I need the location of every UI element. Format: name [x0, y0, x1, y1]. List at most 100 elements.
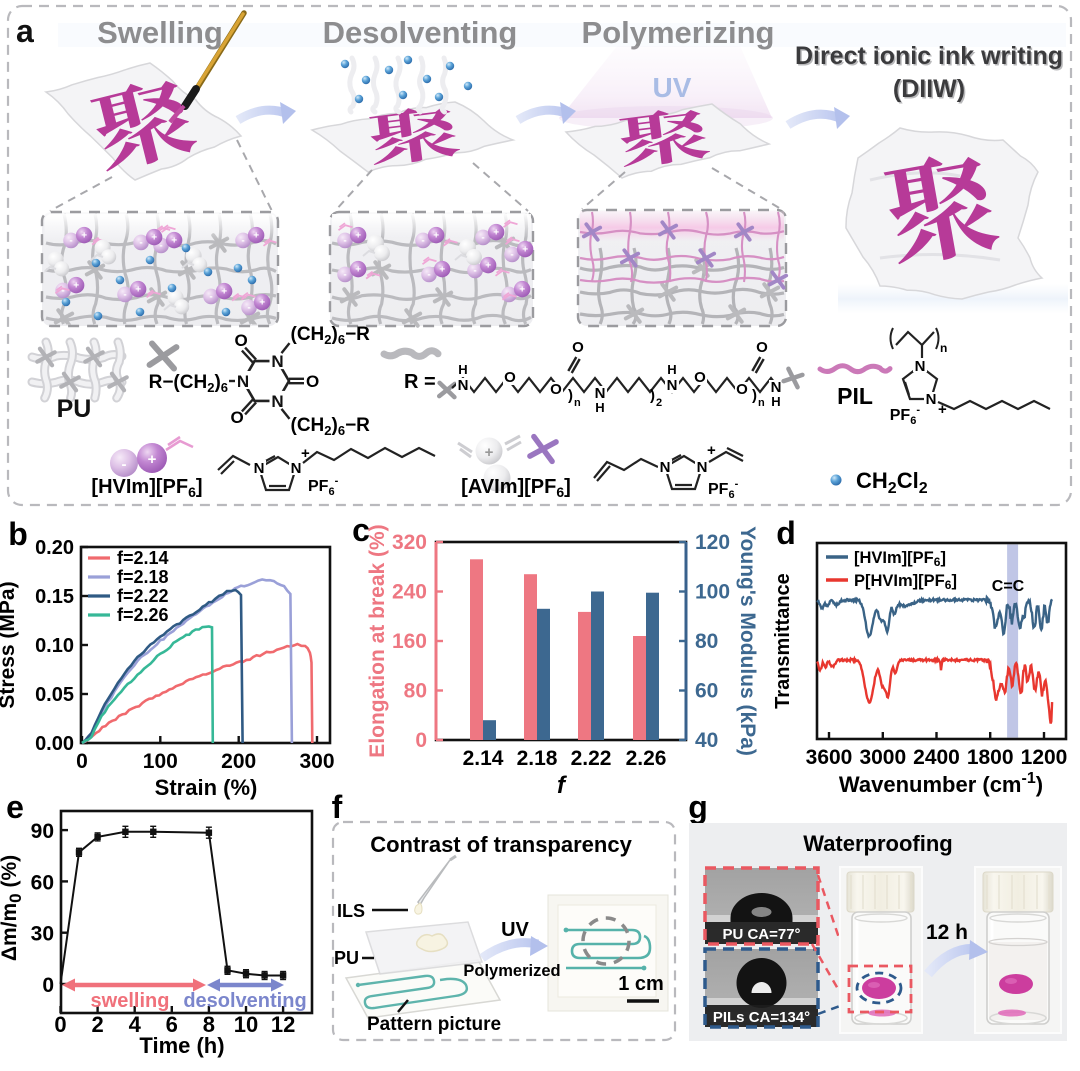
svg-text:PF6-: PF6-	[890, 404, 921, 427]
svg-text:H: H	[771, 394, 780, 409]
svg-text:c: c	[352, 512, 370, 548]
svg-text:H: H	[595, 400, 604, 415]
svg-text:+: +	[171, 236, 177, 247]
svg-text:-: -	[241, 235, 244, 246]
svg-text:PIL: PIL	[837, 383, 873, 409]
svg-text:N: N	[771, 379, 782, 396]
svg-text:300: 300	[299, 750, 334, 773]
svg-text:2400: 2400	[913, 746, 960, 769]
svg-text:Time (h): Time (h)	[139, 1033, 224, 1058]
svg-text:+: +	[151, 233, 157, 244]
svg-text:0.20: 0.20	[35, 537, 74, 559]
svg-text:-: -	[421, 235, 424, 246]
svg-text:PF6-: PF6-	[308, 475, 339, 498]
svg-text:ILS: ILS	[337, 901, 365, 921]
svg-text:O: O	[306, 372, 319, 391]
svg-text:+: +	[355, 265, 361, 276]
svg-text:0.05: 0.05	[35, 684, 74, 706]
svg-text:8: 8	[203, 1012, 215, 1037]
svg-text:O: O	[504, 369, 516, 386]
svg-text:2.14: 2.14	[463, 747, 504, 770]
svg-text:-: -	[209, 291, 212, 302]
svg-text:0.00: 0.00	[35, 733, 74, 755]
svg-text:+: +	[707, 442, 716, 459]
svg-text:[AVIm][PF6]: [AVIm][PF6]	[461, 476, 571, 500]
svg-text:O: O	[231, 408, 244, 427]
svg-text:240: 240	[392, 581, 427, 604]
svg-text:-: -	[427, 269, 430, 280]
svg-text:N: N	[667, 377, 678, 394]
svg-text:2.26: 2.26	[626, 747, 667, 770]
svg-text:-: -	[343, 235, 346, 246]
svg-text:-: -	[61, 285, 64, 296]
svg-text:R−(CH2)6: R−(CH2)6	[149, 372, 228, 395]
svg-text:Swelling: Swelling	[97, 15, 223, 50]
svg-text:f: f	[557, 772, 567, 799]
svg-text:Polymerizing: Polymerizing	[582, 15, 775, 50]
svg-text:+: +	[148, 451, 157, 468]
svg-text:Wavenumber (cm-1): Wavenumber (cm-1)	[839, 770, 1043, 797]
svg-text:n: n	[940, 341, 947, 355]
svg-text:100: 100	[695, 581, 730, 604]
svg-text:Desolventing: Desolventing	[323, 15, 518, 50]
svg-text:CH2Cl2: CH2Cl2	[856, 468, 928, 497]
svg-text:-: -	[139, 237, 142, 248]
svg-text:O: O	[694, 369, 706, 386]
svg-text:-: -	[481, 232, 484, 243]
svg-text:+: +	[259, 298, 265, 309]
svg-text:60: 60	[695, 680, 718, 703]
svg-text:f: f	[332, 789, 343, 825]
svg-text:-: -	[123, 289, 126, 300]
svg-text:-: -	[510, 249, 513, 260]
svg-text:12 h: 12 h	[926, 921, 968, 944]
svg-text:6: 6	[166, 1012, 178, 1037]
svg-text:+: +	[485, 444, 494, 461]
svg-text:3000: 3000	[859, 746, 906, 769]
svg-text:3600: 3600	[806, 746, 853, 769]
svg-text:-: -	[159, 240, 162, 251]
svg-text:Transmittance: Transmittance	[772, 573, 794, 709]
svg-text:O: O	[756, 339, 768, 356]
svg-text:N: N	[926, 391, 937, 408]
svg-text:(CH2)6−R: (CH2)6−R	[291, 415, 371, 438]
svg-text:PILs CA=134°: PILs CA=134°	[713, 1009, 810, 1026]
svg-text:N: N	[237, 372, 249, 391]
svg-text:C=C: C=C	[992, 578, 1025, 595]
svg-text:PF6-: PF6-	[708, 478, 739, 501]
svg-text:swelling: swelling	[91, 990, 170, 1012]
svg-text:N: N	[458, 377, 469, 394]
svg-text:-: -	[247, 302, 250, 313]
svg-text:Δm/m0 (%): Δm/m0 (%)	[0, 855, 25, 961]
svg-text:f=2.26: f=2.26	[117, 605, 169, 625]
svg-text:Stress (MPa): Stress (MPa)	[0, 581, 19, 708]
svg-text:+: +	[81, 231, 87, 242]
svg-text:Young's Modulus (kPa): Young's Modulus (kPa)	[736, 526, 759, 756]
svg-text:+: +	[522, 245, 528, 256]
svg-text:N: N	[254, 460, 265, 477]
svg-text:d: d	[776, 515, 796, 551]
svg-text:n: n	[574, 397, 581, 409]
svg-text:(CH2)6−R: (CH2)6−R	[291, 324, 371, 347]
svg-text:N: N	[291, 460, 302, 477]
svg-text:+: +	[439, 265, 445, 276]
svg-text:PU: PU	[334, 948, 359, 968]
svg-text:N: N	[271, 392, 283, 411]
svg-text:): )	[568, 387, 573, 404]
svg-text:H: H	[667, 362, 676, 377]
svg-text:0: 0	[76, 750, 88, 773]
svg-text:2.22: 2.22	[571, 747, 612, 770]
svg-text:1 cm: 1 cm	[618, 973, 664, 995]
svg-text:H: H	[458, 362, 467, 377]
svg-text:160: 160	[392, 630, 427, 653]
svg-text:O: O	[736, 381, 748, 398]
svg-text:(DIIW): (DIIW)	[894, 77, 966, 105]
svg-text:0: 0	[54, 1012, 66, 1037]
svg-text:0: 0	[42, 974, 54, 997]
svg-text:[HVIm][PF6]: [HVIm][PF6]	[854, 549, 946, 569]
svg-text:O: O	[572, 339, 584, 356]
svg-text:g: g	[688, 789, 708, 825]
svg-text:100: 100	[143, 750, 178, 773]
svg-text:f=2.22: f=2.22	[117, 586, 169, 606]
svg-text:+: +	[301, 445, 310, 462]
svg-text:-: -	[473, 265, 476, 276]
